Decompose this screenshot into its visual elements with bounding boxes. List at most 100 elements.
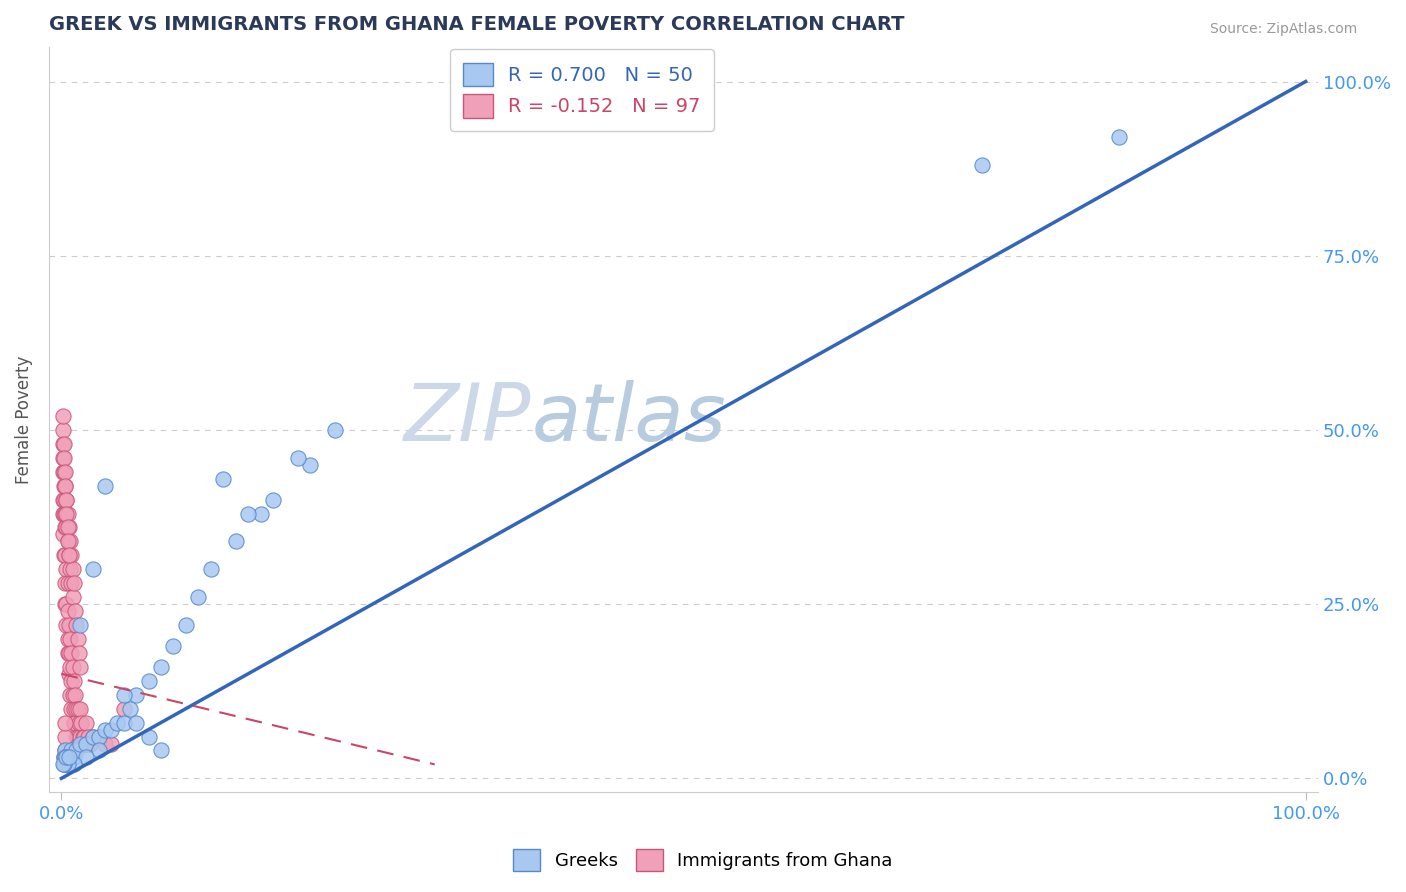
Point [62, 590, 84, 604]
Point [52, 478, 75, 492]
Point [138, 730, 160, 744]
Point [52, 750, 75, 764]
Point [63, 673, 86, 688]
Point [66, 632, 89, 646]
Point [58, 618, 80, 632]
Point [94, 478, 117, 492]
Point [63, 701, 86, 715]
Point [75, 737, 97, 751]
Point [53, 743, 76, 757]
Point [66, 701, 89, 715]
Point [112, 701, 135, 715]
Point [59, 688, 82, 702]
Point [60, 673, 83, 688]
Point [149, 660, 172, 674]
Point [58, 549, 80, 563]
Point [53, 597, 76, 611]
Point [287, 450, 309, 465]
Point [82, 562, 104, 576]
Point [52, 465, 75, 479]
Point [53, 757, 76, 772]
Text: Source: ZipAtlas.com: Source: ZipAtlas.com [1209, 22, 1357, 37]
Point [73, 730, 96, 744]
Point [53, 743, 76, 757]
Point [58, 549, 80, 563]
Point [58, 750, 80, 764]
Text: GREEK VS IMMIGRANTS FROM GHANA FEMALE POVERTY CORRELATION CHART: GREEK VS IMMIGRANTS FROM GHANA FEMALE PO… [49, 15, 904, 34]
Point [60, 646, 83, 660]
Point [62, 688, 84, 702]
Point [52, 492, 75, 507]
Point [118, 701, 141, 715]
Point [56, 520, 79, 534]
Legend: R = 0.700   N = 50, R = -0.152   N = 97: R = 0.700 N = 50, R = -0.152 N = 97 [450, 49, 714, 131]
Point [125, 688, 148, 702]
Point [53, 507, 76, 521]
Point [212, 472, 235, 486]
Point [59, 534, 82, 549]
Point [200, 562, 222, 576]
Point [58, 646, 80, 660]
Point [69, 730, 91, 744]
Point [63, 750, 86, 764]
Point [65, 701, 87, 715]
Point [187, 590, 209, 604]
Point [149, 743, 172, 757]
Point [323, 423, 346, 437]
Point [62, 562, 84, 576]
Point [262, 492, 284, 507]
Point [56, 750, 79, 764]
Point [62, 660, 84, 674]
Point [55, 492, 77, 507]
Point [59, 632, 82, 646]
Point [59, 562, 82, 576]
Point [55, 618, 77, 632]
Point [67, 646, 90, 660]
Point [65, 730, 87, 744]
Point [52, 757, 75, 772]
Point [55, 597, 77, 611]
Point [174, 618, 197, 632]
Point [69, 660, 91, 674]
Point [53, 750, 76, 764]
Point [53, 465, 76, 479]
Point [75, 715, 97, 730]
Point [94, 723, 117, 737]
Point [100, 737, 122, 751]
Point [53, 478, 76, 492]
Point [299, 458, 322, 472]
Point [63, 604, 86, 618]
Point [52, 507, 75, 521]
Point [55, 750, 77, 764]
Point [249, 507, 271, 521]
Point [112, 688, 135, 702]
Point [53, 520, 76, 534]
Point [72, 730, 94, 744]
Point [53, 576, 76, 591]
Point [52, 423, 75, 437]
Point [52, 437, 75, 451]
Point [972, 158, 994, 172]
Point [94, 737, 117, 751]
Point [60, 549, 83, 563]
Point [65, 743, 87, 757]
Point [162, 639, 184, 653]
Point [53, 730, 76, 744]
Point [100, 723, 122, 737]
Point [63, 688, 86, 702]
Point [236, 507, 259, 521]
Point [56, 757, 79, 772]
Point [52, 409, 75, 423]
Point [125, 715, 148, 730]
Point [69, 737, 91, 751]
Point [60, 743, 83, 757]
Point [69, 701, 91, 715]
Point [70, 737, 93, 751]
Text: ZIP: ZIP [404, 381, 531, 458]
Point [56, 534, 79, 549]
Point [79, 737, 101, 751]
Point [107, 715, 129, 730]
Point [63, 715, 86, 730]
Point [53, 478, 76, 492]
Point [112, 715, 135, 730]
